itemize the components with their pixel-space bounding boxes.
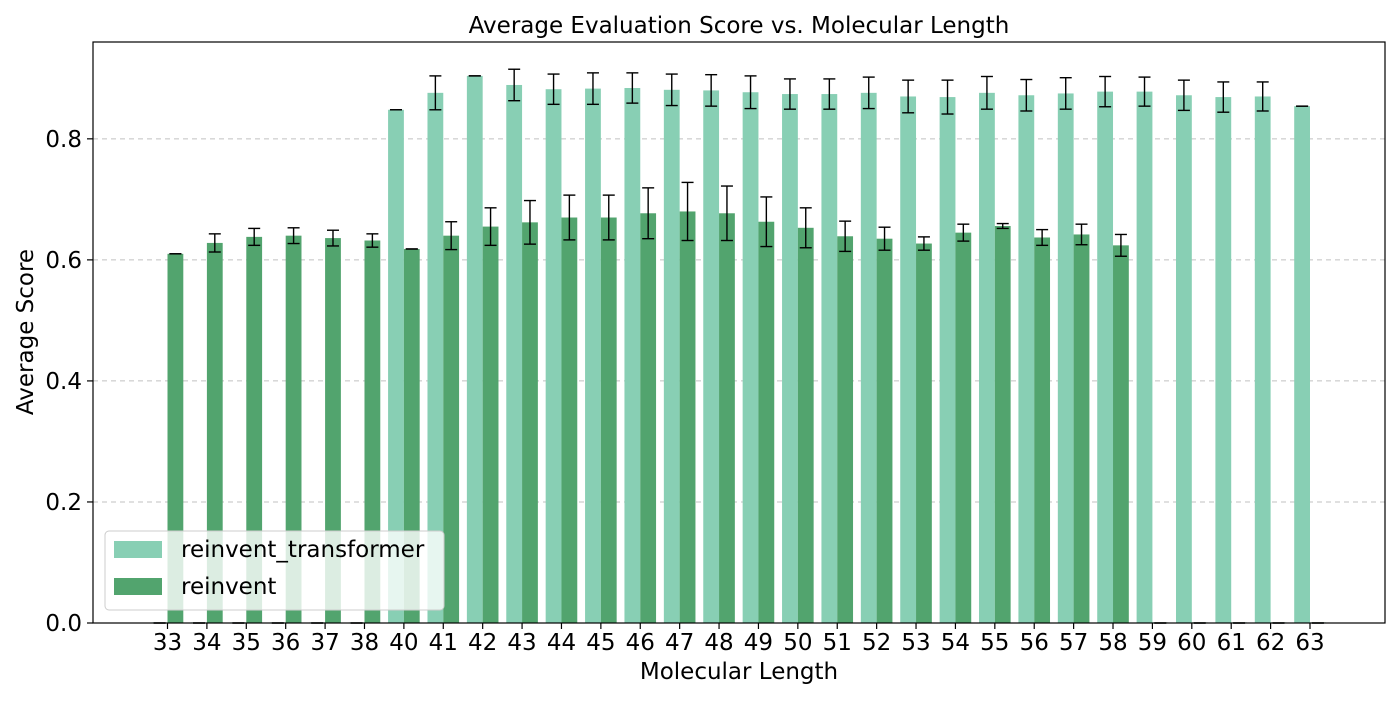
x-axis-ticks: 33 34 35 36 37 38 40 41 42 43 44 45 46 47 48 49 50 51 52 53… bbox=[153, 623, 1325, 656]
x-tick-label: 40 bbox=[389, 630, 418, 656]
error-bars bbox=[153, 68, 1324, 624]
x-tick-label: 56 bbox=[1020, 630, 1049, 656]
x-tick-label: 50 bbox=[783, 630, 812, 656]
bar-reinvent-53 bbox=[916, 243, 932, 624]
x-tick-label: 58 bbox=[1098, 630, 1127, 656]
legend-label-reinvent: reinvent bbox=[181, 574, 276, 600]
x-tick-label: 34 bbox=[192, 630, 221, 656]
bar-reinvent-40 bbox=[403, 248, 420, 623]
legend-box bbox=[104, 530, 445, 611]
bar-reinvent-50 bbox=[797, 227, 814, 624]
bar-reinvent-58 bbox=[1113, 245, 1129, 623]
bar-reinvent-transformer-45 bbox=[585, 88, 601, 623]
x-tick-label: 53 bbox=[901, 630, 930, 656]
bar-reinvent-56 bbox=[1034, 237, 1051, 623]
legend-swatch-reinvent-transformer bbox=[114, 541, 162, 558]
y-axis-label: Average Score bbox=[13, 249, 39, 415]
bar-reinvent-transformer-43 bbox=[506, 84, 523, 624]
bar-reinvent-transformer-48 bbox=[703, 90, 720, 623]
bar-reinvent-transformer-57 bbox=[1057, 93, 1074, 624]
x-tick-label: 49 bbox=[744, 630, 773, 656]
x-tick-label: 33 bbox=[153, 630, 182, 656]
bar-reinvent-transformer-62 bbox=[1254, 96, 1271, 623]
legend: reinvent_transformer reinvent bbox=[104, 530, 445, 611]
bar-reinvent-38 bbox=[364, 240, 381, 623]
bar-reinvent-46 bbox=[640, 213, 657, 623]
x-tick-label: 61 bbox=[1217, 630, 1246, 656]
y-tick-label: 0.4 bbox=[45, 369, 82, 395]
bar-reinvent-transformer-54 bbox=[939, 97, 956, 623]
bar-reinvent-57 bbox=[1073, 234, 1090, 624]
bar-reinvent-transformer-58 bbox=[1097, 91, 1114, 624]
x-tick-label: 55 bbox=[980, 630, 1009, 656]
bar-reinvent-transformer-44 bbox=[545, 89, 562, 624]
bar-reinvent-transformer-52 bbox=[860, 92, 877, 623]
x-tick-label: 44 bbox=[547, 630, 576, 656]
plot-frame bbox=[92, 41, 1386, 624]
bar-reinvent-transformer-46 bbox=[624, 87, 641, 623]
y-axis-ticks: 0.0 0.2 0.4 0.6 0.8 bbox=[45, 127, 93, 637]
x-tick-label: 48 bbox=[704, 630, 733, 656]
bar-reinvent-42 bbox=[482, 226, 499, 623]
x-tick-label: 35 bbox=[232, 630, 261, 656]
bar-reinvent-37 bbox=[325, 238, 341, 623]
bar-reinvent-52 bbox=[876, 238, 893, 624]
bar-reinvent-41 bbox=[443, 235, 460, 623]
x-tick-label: 54 bbox=[941, 630, 970, 656]
bar-reinvent-transformer-53 bbox=[900, 96, 917, 623]
bar-reinvent-transformer-40 bbox=[388, 109, 404, 624]
x-tick-label: 45 bbox=[586, 630, 615, 656]
x-axis-label: Molecular Length bbox=[640, 659, 838, 685]
x-tick-label: 41 bbox=[429, 630, 458, 656]
bar-reinvent-transformer-59 bbox=[1136, 91, 1153, 624]
x-tick-label: 36 bbox=[271, 630, 300, 656]
bar-reinvent-34 bbox=[206, 242, 223, 623]
x-tick-label: 57 bbox=[1059, 630, 1088, 656]
bar-reinvent-47 bbox=[679, 211, 696, 624]
bar-reinvent-43 bbox=[522, 222, 538, 623]
x-tick-label: 51 bbox=[823, 630, 852, 656]
x-tick-label: 37 bbox=[310, 630, 339, 656]
bar-reinvent-48 bbox=[719, 213, 735, 623]
bar-reinvent-36 bbox=[285, 235, 302, 623]
bar-reinvent-transformer-60 bbox=[1176, 95, 1192, 624]
bar-reinvent-transformer-47 bbox=[663, 89, 680, 623]
bar-reinvent-44 bbox=[561, 217, 578, 623]
bar-reinvent-transformer-42 bbox=[466, 75, 483, 624]
y-tick-label: 0.8 bbox=[45, 127, 82, 153]
bar-reinvent-transformer-56 bbox=[1018, 95, 1035, 624]
y-tick-label: 0.6 bbox=[45, 248, 82, 274]
bar-reinvent-transformer-50 bbox=[782, 94, 798, 624]
bar-reinvent-54 bbox=[955, 232, 972, 623]
bar-reinvent-35 bbox=[246, 236, 263, 624]
x-tick-label: 62 bbox=[1256, 630, 1285, 656]
x-tick-label: 63 bbox=[1295, 630, 1324, 656]
bar-reinvent-transformer-49 bbox=[742, 92, 759, 623]
legend-label-reinvent-transformer: reinvent_transformer bbox=[181, 537, 425, 563]
y-tick-label: 0.0 bbox=[45, 611, 82, 637]
bar-reinvent-transformer-41 bbox=[427, 92, 444, 623]
bar-reinvent-transformer-61 bbox=[1215, 97, 1232, 623]
bar-reinvent-transformer-63 bbox=[1294, 106, 1310, 623]
bar-reinvent-transformer-51 bbox=[821, 94, 838, 624]
chart-title: Average Evaluation Score vs. Molecular L… bbox=[469, 13, 1010, 39]
bar-reinvent-49 bbox=[758, 221, 775, 623]
y-tick-label: 0.2 bbox=[45, 490, 82, 516]
x-tick-label: 59 bbox=[1138, 630, 1167, 656]
legend-swatch-reinvent bbox=[114, 578, 162, 595]
bar-reinvent-transformer-55 bbox=[979, 92, 995, 623]
x-tick-label: 52 bbox=[862, 630, 891, 656]
bars bbox=[151, 75, 1326, 624]
x-tick-label: 46 bbox=[626, 630, 655, 656]
bar-reinvent-55 bbox=[994, 225, 1011, 623]
x-tick-label: 38 bbox=[350, 630, 379, 656]
bar-reinvent-51 bbox=[837, 236, 854, 623]
bar-reinvent-45 bbox=[600, 217, 617, 623]
x-tick-label: 47 bbox=[665, 630, 694, 656]
x-tick-label: 42 bbox=[468, 630, 497, 656]
x-tick-label: 60 bbox=[1177, 630, 1206, 656]
x-tick-label: 43 bbox=[507, 630, 536, 656]
